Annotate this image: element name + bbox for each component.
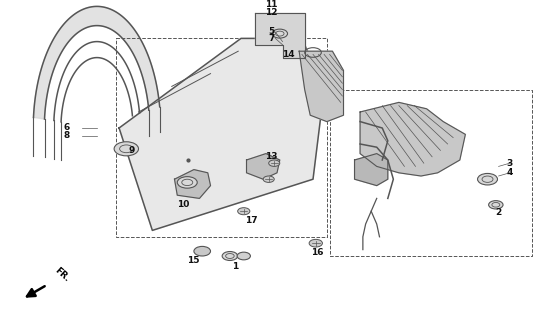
Polygon shape bbox=[299, 51, 343, 122]
Circle shape bbox=[114, 142, 138, 156]
Text: 11: 11 bbox=[265, 0, 278, 9]
Text: 1: 1 bbox=[232, 262, 239, 271]
Circle shape bbox=[238, 208, 250, 215]
Circle shape bbox=[237, 252, 250, 260]
Text: 15: 15 bbox=[187, 256, 199, 265]
Circle shape bbox=[177, 177, 197, 188]
Circle shape bbox=[489, 201, 503, 209]
Circle shape bbox=[272, 29, 288, 38]
Circle shape bbox=[194, 246, 211, 256]
Text: 17: 17 bbox=[245, 216, 257, 225]
Text: 4: 4 bbox=[506, 168, 513, 177]
Text: FR.: FR. bbox=[53, 266, 71, 283]
Text: 16: 16 bbox=[311, 248, 323, 257]
Polygon shape bbox=[355, 154, 388, 186]
Text: 2: 2 bbox=[495, 208, 502, 217]
Text: 8: 8 bbox=[63, 132, 70, 140]
Text: 7: 7 bbox=[268, 34, 275, 43]
Text: 13: 13 bbox=[265, 152, 278, 161]
Polygon shape bbox=[119, 38, 324, 230]
Text: 10: 10 bbox=[177, 200, 189, 209]
Text: 5: 5 bbox=[268, 28, 275, 36]
Text: 6: 6 bbox=[63, 124, 70, 132]
Circle shape bbox=[309, 239, 322, 247]
Text: 3: 3 bbox=[506, 159, 513, 168]
Text: 12: 12 bbox=[265, 8, 278, 17]
Circle shape bbox=[269, 160, 280, 166]
Polygon shape bbox=[33, 6, 160, 119]
Circle shape bbox=[263, 176, 274, 182]
Circle shape bbox=[222, 252, 238, 260]
Polygon shape bbox=[360, 102, 465, 176]
Polygon shape bbox=[255, 13, 305, 58]
Circle shape bbox=[478, 173, 497, 185]
Polygon shape bbox=[175, 170, 211, 198]
Polygon shape bbox=[247, 154, 280, 179]
Text: 9: 9 bbox=[128, 146, 135, 155]
Text: 14: 14 bbox=[282, 50, 294, 59]
